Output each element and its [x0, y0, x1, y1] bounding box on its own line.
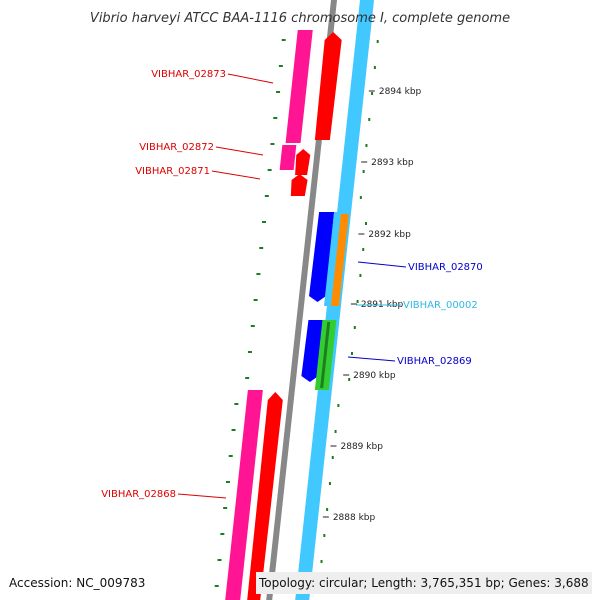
scale-label: 2893 kbp: [371, 158, 414, 168]
gene-label-leader: [215, 146, 264, 156]
genome-backbone: [266, 0, 337, 600]
gene-label-leader: [227, 73, 274, 84]
cds-reverse-02868: [225, 390, 263, 600]
gene-label: VIBHAR_02873: [151, 69, 226, 80]
scale-label: 2889 kbp: [341, 442, 384, 452]
gene-label: VIBHAR_02868: [101, 489, 176, 500]
misc-feature-00002: [323, 212, 343, 306]
feature-tracks: [225, 0, 374, 600]
cds-reverse-02873: [285, 30, 313, 143]
gene-label: VIBHAR_02869: [397, 356, 472, 367]
gene-label-leader: [211, 170, 261, 180]
gene-labels: VIBHAR_02873 VIBHAR_02872 VIBHAR_02871 VIBH…: [101, 69, 483, 500]
gene-label-leader: [357, 261, 407, 268]
cds-forward-02872: [295, 149, 311, 175]
scale-label: 2890 kbp: [353, 371, 396, 381]
gene-label: VIBHAR_00002: [403, 300, 478, 311]
accession-text: Accession: NC_009783: [9, 576, 146, 590]
cds-forward-02871: [290, 174, 308, 196]
gene-label: VIBHAR_02870: [408, 262, 483, 273]
genome-stats-label: Topology: circular; Length: 3,765,351 bp…: [256, 572, 592, 594]
cds-forward-02868: [247, 392, 283, 600]
rrna-block-upper: [309, 212, 335, 302]
gene-label-leader: [177, 493, 227, 499]
gc-feature-02869-inner: [320, 322, 331, 388]
scale-label: 2888 kbp: [333, 513, 376, 523]
scale-label: 2892 kbp: [368, 230, 411, 240]
map-title: Vibrio harveyi ATCC BAA-1116 chromosome …: [90, 11, 510, 26]
gene-label: VIBHAR_02872: [139, 142, 214, 153]
scale-label: 2894 kbp: [379, 87, 422, 97]
cds-forward-02873: [314, 32, 342, 140]
gc-skew-track: [214, 39, 379, 589]
cds-reverse-02872: [279, 145, 297, 170]
gene-label: VIBHAR_02871: [135, 166, 210, 177]
gene-label-leader: [347, 356, 396, 362]
genome-stats-text: Topology: circular; Length: 3,765,351 bp…: [259, 576, 589, 590]
accession-label: Accession: NC_009783: [6, 572, 149, 594]
trna-02870: [330, 214, 349, 306]
